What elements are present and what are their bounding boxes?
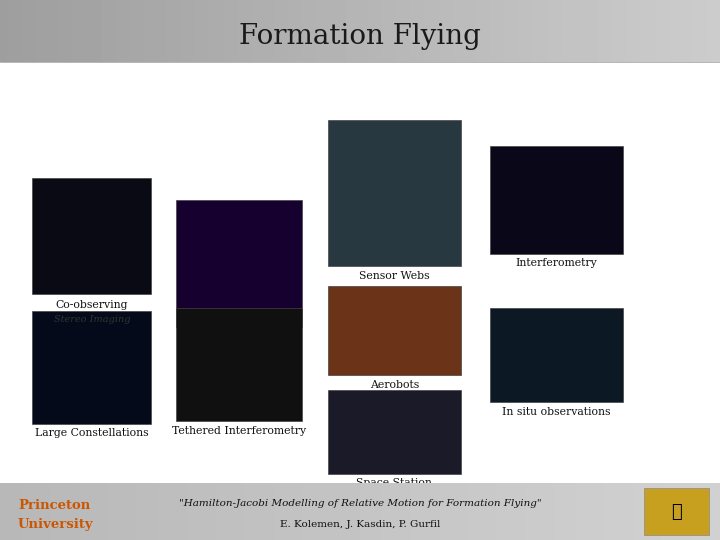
FancyBboxPatch shape bbox=[176, 308, 302, 421]
Text: In situ observations: In situ observations bbox=[502, 407, 611, 417]
FancyBboxPatch shape bbox=[176, 200, 302, 327]
Text: E. Kolemen, J. Kasdin, P. Gurfil: E. Kolemen, J. Kasdin, P. Gurfil bbox=[280, 519, 440, 529]
Text: Co-observing: Co-observing bbox=[55, 300, 128, 310]
Text: Aerobots: Aerobots bbox=[369, 380, 419, 390]
Text: Sensor Webs: Sensor Webs bbox=[359, 271, 430, 281]
FancyBboxPatch shape bbox=[490, 146, 623, 254]
Text: Space Station
"Aircraft Carrier" to Fleets of
Distributed Spacecraft: Space Station "Aircraft Carrier" to Flee… bbox=[313, 478, 475, 513]
Text: Stereo Imaging: Stereo Imaging bbox=[53, 315, 130, 324]
Text: Formation Flying: Formation Flying bbox=[239, 23, 481, 50]
Text: Tethered Interferometry: Tethered Interferometry bbox=[172, 426, 307, 436]
Text: Multi-point observing: Multi-point observing bbox=[180, 331, 299, 341]
Text: 3: 3 bbox=[668, 504, 678, 521]
FancyBboxPatch shape bbox=[328, 120, 461, 266]
Text: 🐯: 🐯 bbox=[672, 503, 682, 521]
FancyBboxPatch shape bbox=[644, 488, 709, 536]
Text: Princeton: Princeton bbox=[18, 500, 90, 512]
Text: University: University bbox=[18, 518, 94, 531]
Text: Large Constellations: Large Constellations bbox=[35, 428, 148, 438]
FancyBboxPatch shape bbox=[32, 178, 151, 294]
Text: "Hamilton-Jacobi Modelling of Relative Motion for Formation Flying": "Hamilton-Jacobi Modelling of Relative M… bbox=[179, 498, 541, 508]
FancyBboxPatch shape bbox=[328, 390, 461, 474]
FancyBboxPatch shape bbox=[490, 308, 623, 402]
FancyBboxPatch shape bbox=[328, 286, 461, 375]
Text: Interferometry: Interferometry bbox=[516, 258, 597, 268]
FancyBboxPatch shape bbox=[32, 310, 151, 424]
